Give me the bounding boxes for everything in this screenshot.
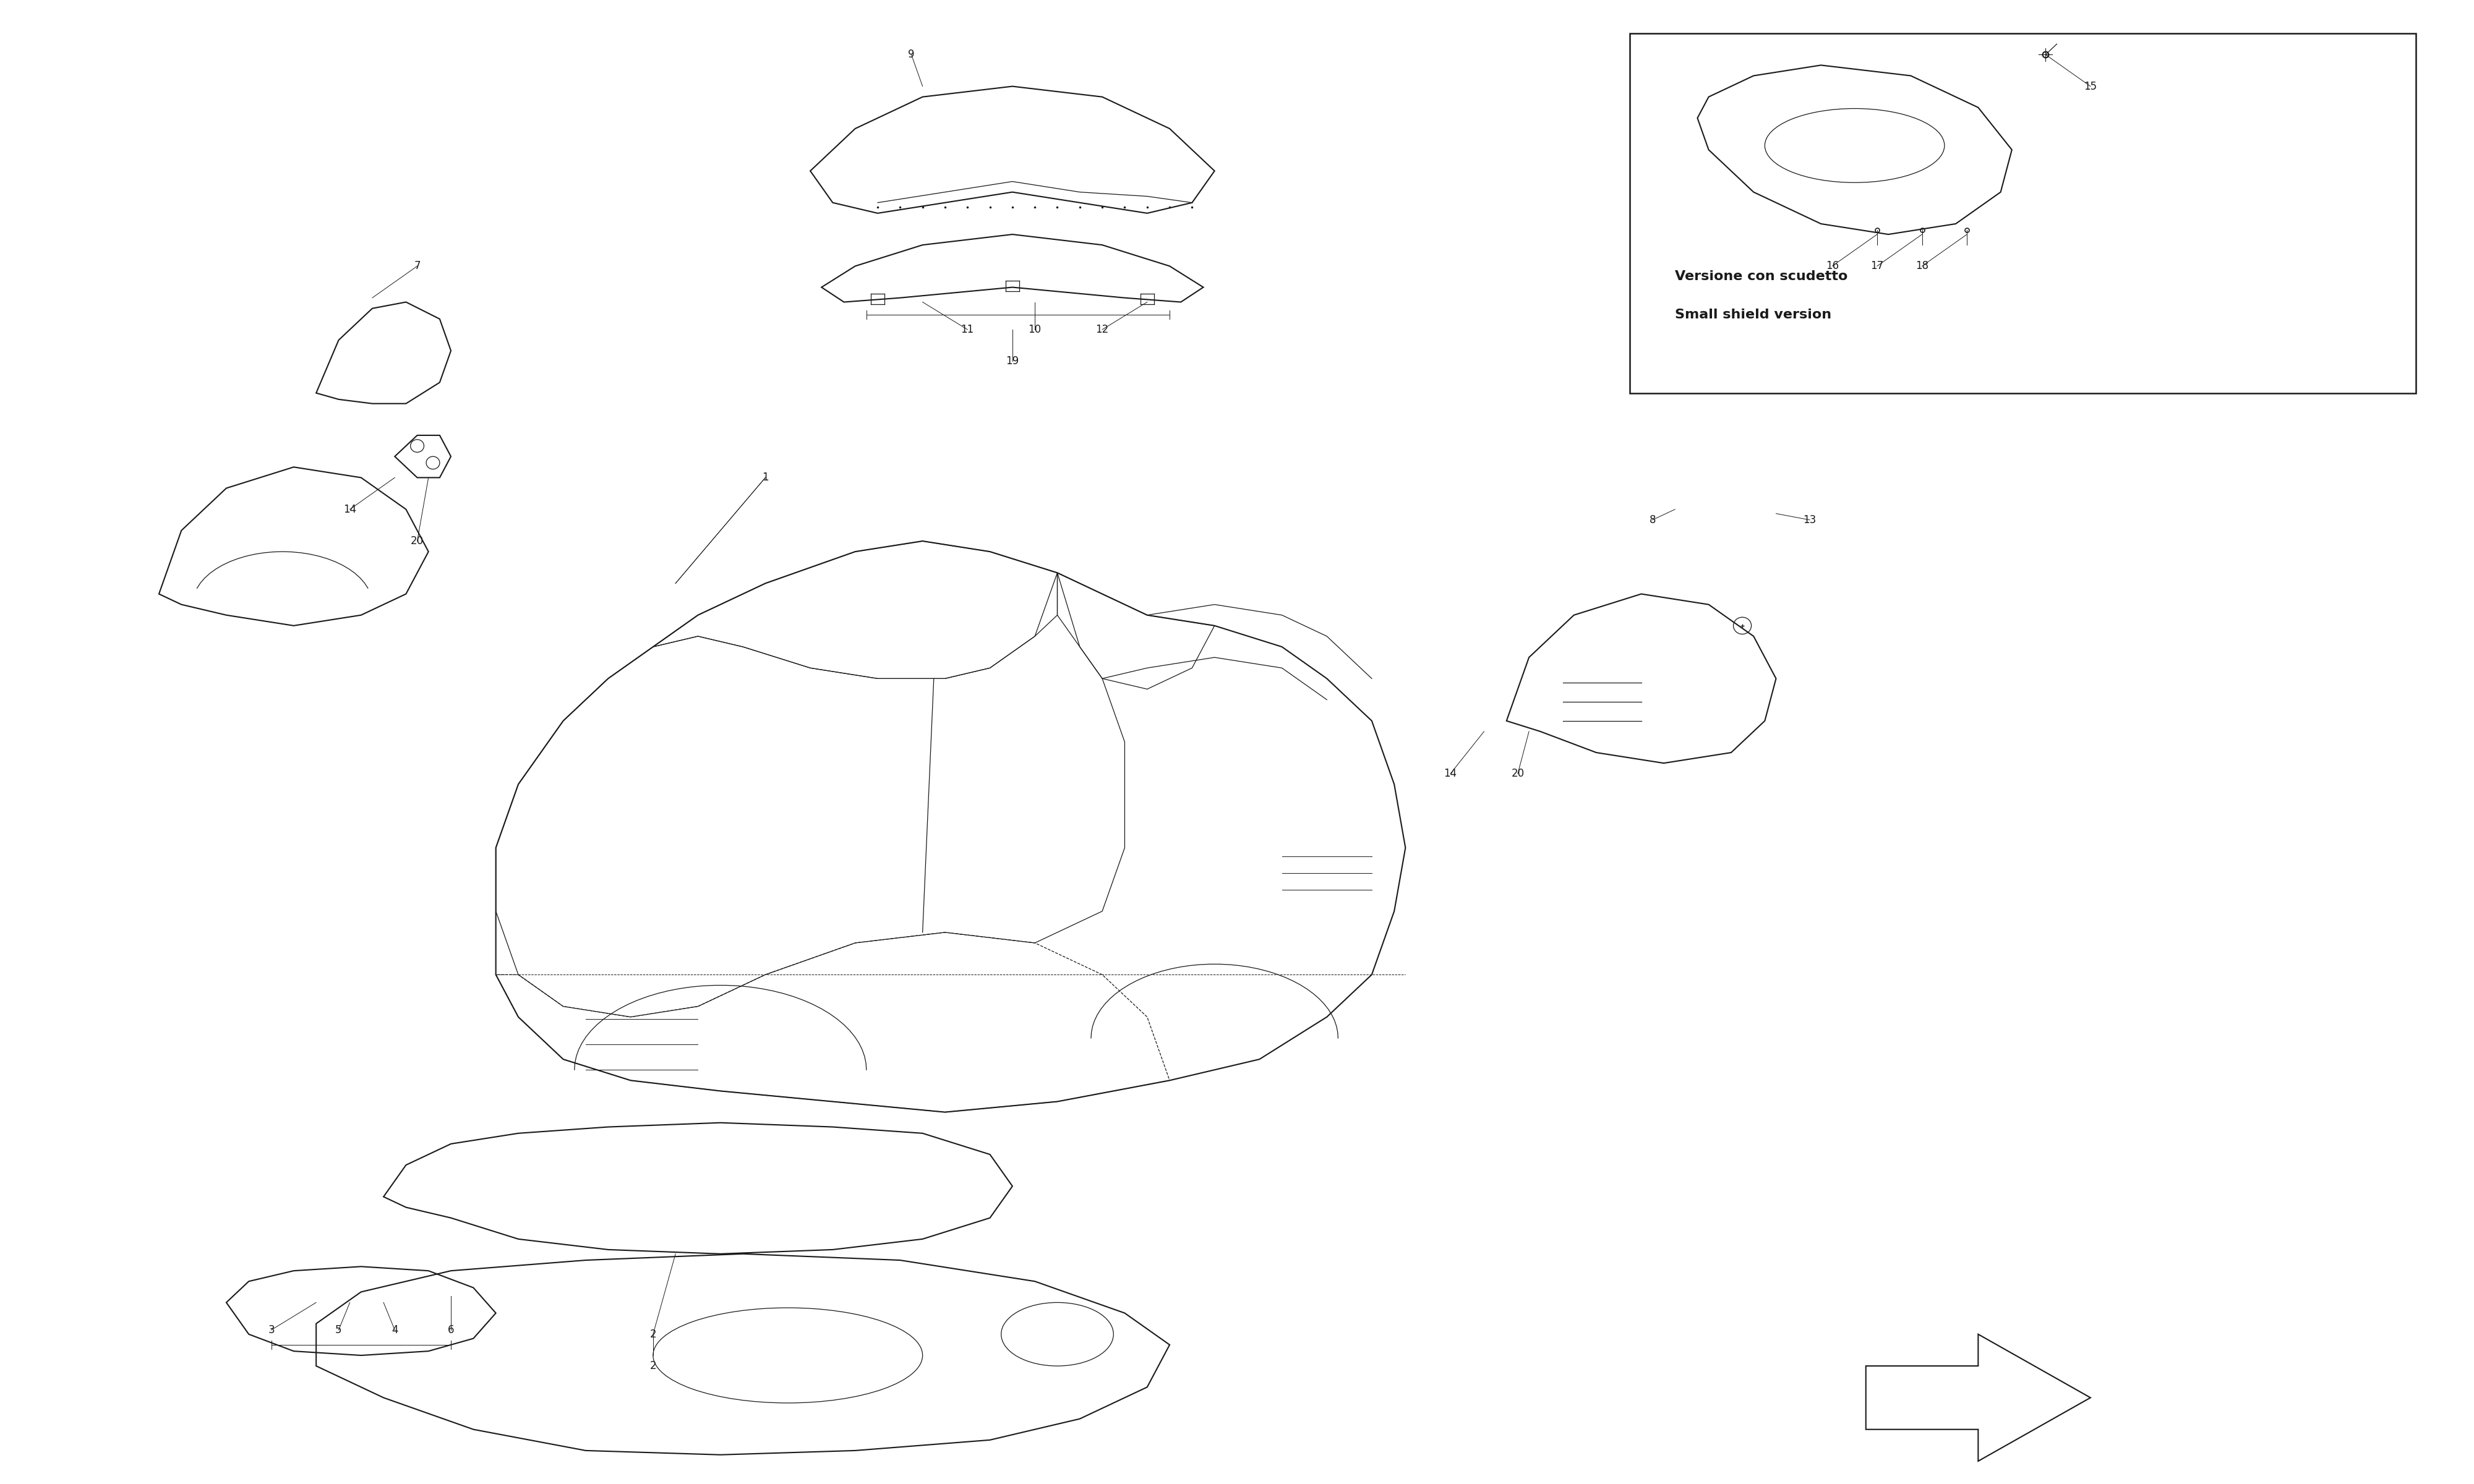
Text: 2: 2 xyxy=(651,1328,656,1340)
Text: 13: 13 xyxy=(1804,515,1816,525)
Text: 1: 1 xyxy=(762,472,769,484)
Text: 10: 10 xyxy=(1029,324,1042,335)
Text: 5: 5 xyxy=(336,1324,341,1336)
Text: 6: 6 xyxy=(448,1324,455,1336)
Text: 3: 3 xyxy=(267,1324,275,1336)
Text: 7: 7 xyxy=(413,261,421,272)
Text: Small shield version: Small shield version xyxy=(1675,309,1831,321)
Text: 16: 16 xyxy=(1826,261,1838,272)
Text: 8: 8 xyxy=(1650,515,1655,525)
Text: 4: 4 xyxy=(391,1324,398,1336)
Text: 9: 9 xyxy=(908,49,915,61)
Text: 20: 20 xyxy=(1512,769,1524,779)
Text: 12: 12 xyxy=(1096,324,1108,335)
Text: 15: 15 xyxy=(2083,80,2098,92)
Text: 2: 2 xyxy=(651,1361,656,1371)
Text: 17: 17 xyxy=(1870,261,1883,272)
Text: 20: 20 xyxy=(411,536,423,546)
FancyBboxPatch shape xyxy=(1630,34,2417,393)
Text: 14: 14 xyxy=(1445,769,1457,779)
Text: Versione con scudetto: Versione con scudetto xyxy=(1675,270,1848,283)
Text: 18: 18 xyxy=(1915,261,1930,272)
Text: 14: 14 xyxy=(344,503,356,515)
Text: 19: 19 xyxy=(1007,356,1019,367)
Text: 11: 11 xyxy=(960,324,975,335)
